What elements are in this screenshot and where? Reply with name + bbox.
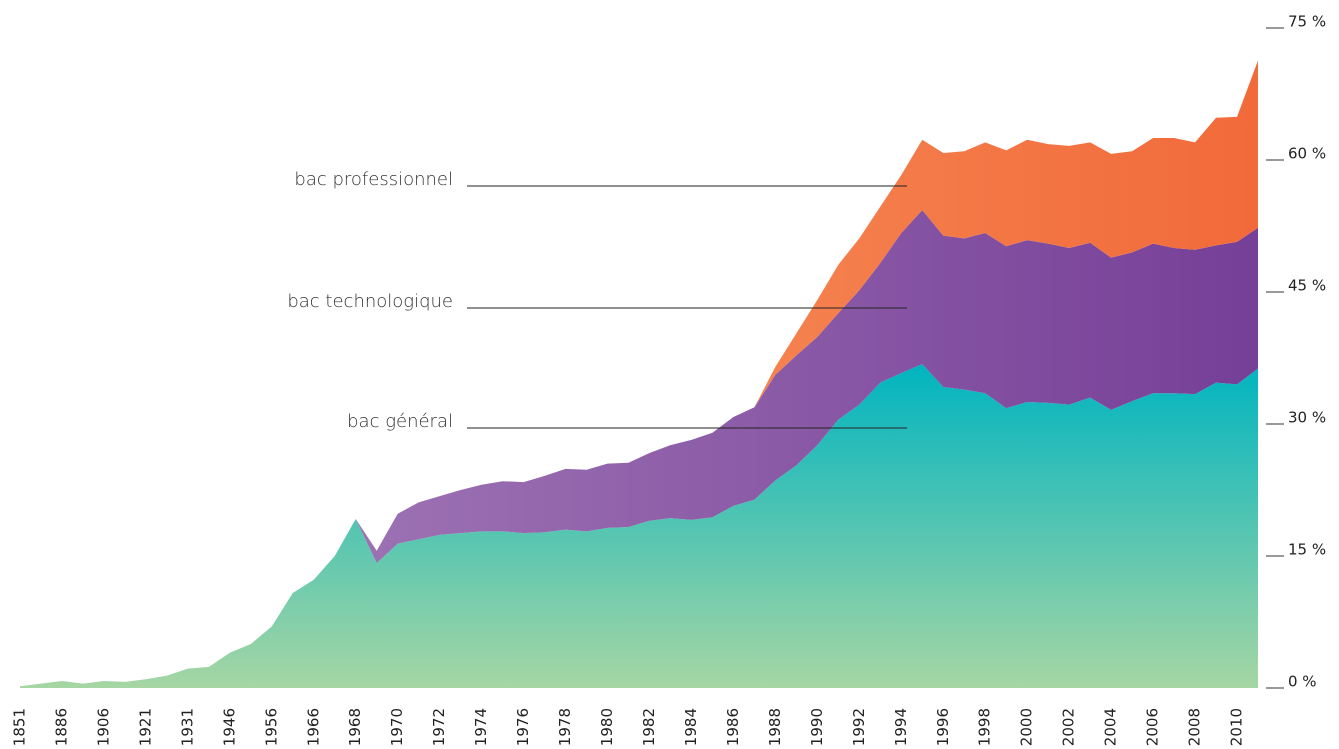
x-tick-label: 1970	[388, 708, 406, 746]
x-tick-label: 1988	[766, 708, 784, 746]
y-tick-label: 75 %	[1288, 13, 1326, 31]
x-tick-label: 1972	[430, 708, 448, 746]
x-tick-label: 1851	[11, 708, 29, 746]
x-tick-label: 1990	[808, 708, 826, 746]
x-tick-label: 1998	[976, 708, 994, 746]
x-tick-label: 1974	[472, 708, 490, 746]
x-tick-label: 2000	[1018, 708, 1036, 746]
y-tick-label: 60 %	[1288, 145, 1326, 163]
x-tick-label: 1968	[346, 708, 364, 746]
y-tick-label: 15 %	[1288, 541, 1326, 559]
x-tick-label: 1966	[304, 708, 322, 746]
x-tick-label: 1978	[556, 708, 574, 746]
x-tick-label: 2002	[1060, 708, 1078, 746]
y-tick-label: 45 %	[1288, 277, 1326, 295]
x-tick-label: 1946	[220, 708, 238, 746]
area	[20, 364, 1258, 688]
legend-label: bac technologique	[287, 291, 453, 312]
y-tick-label: 0 %	[1288, 673, 1317, 691]
y-tick-label: 30 %	[1288, 409, 1326, 427]
x-tick-label: 2010	[1228, 708, 1246, 746]
area	[20, 210, 1258, 687]
area	[20, 60, 1258, 687]
x-tick-label: 1986	[724, 708, 742, 746]
x-tick-label: 1921	[136, 708, 154, 746]
x-tick-label: 1956	[262, 708, 280, 746]
x-tick-label: 1980	[598, 708, 616, 746]
x-tick-label: 2008	[1186, 708, 1204, 746]
x-tick-label: 1984	[682, 708, 700, 746]
x-tick-label: 1992	[850, 708, 868, 746]
x-tick-label: 1931	[178, 708, 196, 746]
x-tick-label: 1982	[640, 708, 658, 746]
legend-label: bac général	[347, 411, 453, 432]
x-tick-label: 1886	[52, 708, 70, 746]
legend-label: bac professionnel	[294, 169, 453, 190]
x-tick-label: 2004	[1102, 708, 1120, 746]
x-tick-label: 1994	[892, 708, 910, 746]
x-tick-label: 1906	[94, 708, 112, 746]
x-tick-label: 1996	[934, 708, 952, 746]
x-tick-label: 1976	[514, 708, 532, 746]
x-tick-label: 2006	[1144, 708, 1162, 746]
